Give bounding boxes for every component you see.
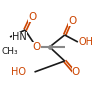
Text: OH: OH xyxy=(79,37,94,47)
Text: O: O xyxy=(68,16,76,26)
Text: O: O xyxy=(29,12,37,22)
Text: O: O xyxy=(32,42,41,52)
Text: HN: HN xyxy=(12,32,27,42)
Text: HO: HO xyxy=(11,67,26,77)
Text: CH₃: CH₃ xyxy=(2,46,18,56)
Text: O: O xyxy=(72,67,80,77)
